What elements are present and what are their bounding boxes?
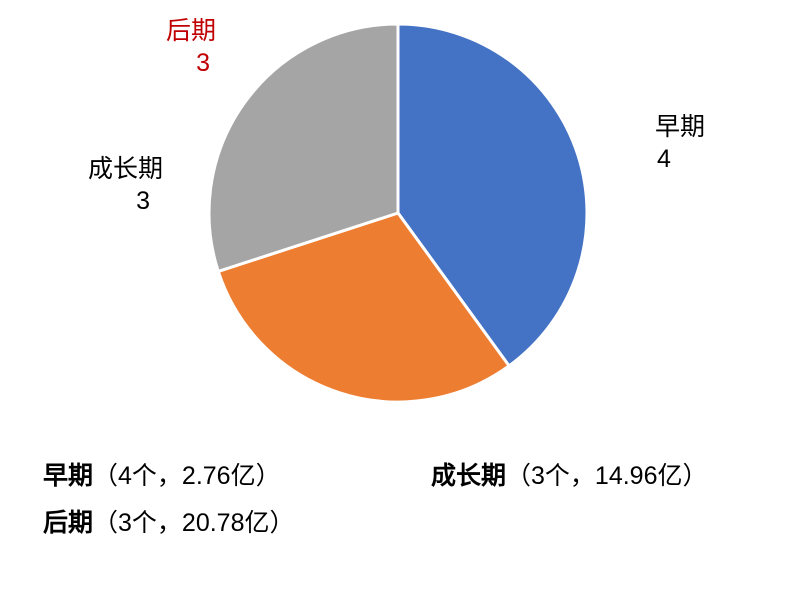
pie-label-late-name: 后期 [165,17,216,45]
legend-growth-name: 成长期 [431,462,507,490]
legend-entry-growth: 成长期（3个，14.96亿） [431,461,707,491]
pie-slice-late [207,22,400,274]
pie-label-early: 早期 4 [655,111,745,175]
pie-slice-early [396,22,589,368]
legend-growth-detail: （3个，14.96亿） [506,462,708,490]
pie-label-growth-name: 成长期 [87,155,163,183]
legend-late-detail: （3个，20.78亿） [93,509,295,537]
pie-label-growth-value: 3 [136,187,150,215]
pie-label-late-value: 3 [196,49,210,77]
pie-label-early-name: 早期 [655,113,706,141]
legend-late-name: 后期 [43,509,94,537]
pie-label-late: 后期 3 [126,15,216,79]
pie-label-growth: 成长期 3 [63,153,163,217]
legend-early-detail: （4个，2.76亿） [93,462,281,490]
pie-label-early-value: 4 [657,145,671,173]
legend-entry-early: 早期（4个，2.76亿） [43,461,281,491]
legend-early-name: 早期 [43,462,94,490]
legend-entry-late: 后期（3个，20.78亿） [43,508,294,538]
pie-slice-growth [216,211,512,404]
